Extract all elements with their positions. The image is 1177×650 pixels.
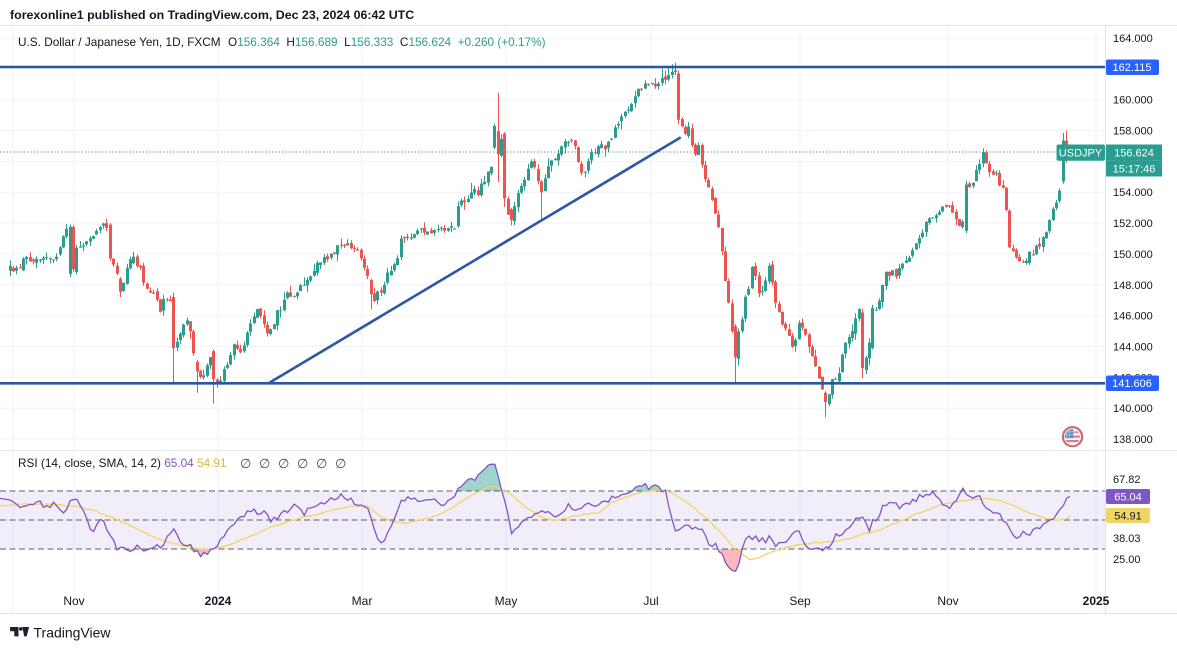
svg-text:150.000: 150.000 — [1113, 249, 1153, 261]
svg-text:158.000: 158.000 — [1113, 126, 1153, 138]
svg-text:RSI (14, close, SMA, 14, 2) 65: RSI (14, close, SMA, 14, 2) 65.04 54.91 — [18, 456, 227, 470]
svg-text:67.82: 67.82 — [1113, 474, 1141, 486]
svg-text:154.000: 154.000 — [1113, 187, 1153, 199]
svg-text:Nov: Nov — [63, 594, 84, 608]
svg-text:Nov: Nov — [937, 594, 958, 608]
svg-text:Mar: Mar — [352, 594, 373, 608]
svg-text:156.624: 156.624 — [1114, 148, 1154, 160]
svg-text:Sep: Sep — [789, 594, 811, 608]
svg-text:U.S. Dollar / Japanese Yen, 1D: U.S. Dollar / Japanese Yen, 1D, FXCM — [18, 35, 221, 49]
svg-text:2025: 2025 — [1083, 594, 1110, 608]
svg-text:148.000: 148.000 — [1113, 280, 1153, 292]
svg-text:O156.364 H156.689 L156.333: O156.364 H156.689 L156.333 C156.624 +0.2… — [228, 35, 546, 49]
svg-text:164.000: 164.000 — [1113, 33, 1153, 45]
svg-text:152.000: 152.000 — [1113, 218, 1153, 230]
svg-text:∅: ∅ — [240, 456, 251, 471]
svg-text:160.000: 160.000 — [1113, 95, 1153, 107]
svg-text:∅: ∅ — [335, 456, 346, 471]
svg-text:May: May — [495, 594, 518, 608]
svg-text:∅: ∅ — [259, 456, 270, 471]
svg-text:146.000: 146.000 — [1113, 311, 1153, 323]
svg-text:162.115: 162.115 — [1113, 62, 1152, 74]
svg-text:38.03: 38.03 — [1113, 533, 1141, 545]
svg-text:65.04: 65.04 — [1114, 492, 1142, 504]
svg-text:2024: 2024 — [205, 594, 232, 608]
svg-text:forexonline1 published on Trad: forexonline1 published on TradingView.co… — [10, 8, 414, 22]
svg-text:141.606: 141.606 — [1112, 378, 1152, 390]
svg-text:54.91: 54.91 — [1114, 511, 1142, 523]
svg-text:144.000: 144.000 — [1113, 342, 1153, 354]
svg-text:∅: ∅ — [297, 456, 308, 471]
svg-text:140.000: 140.000 — [1113, 403, 1153, 415]
svg-text:25.00: 25.00 — [1113, 554, 1141, 566]
svg-text:Jul: Jul — [643, 594, 658, 608]
svg-text:∅: ∅ — [278, 456, 289, 471]
svg-text:138.000: 138.000 — [1113, 434, 1153, 446]
svg-text:USDJPY: USDJPY — [1059, 148, 1103, 160]
svg-text:TradingView: TradingView — [34, 625, 112, 641]
svg-text:15:17:46: 15:17:46 — [1113, 164, 1156, 176]
svg-text:∅: ∅ — [316, 456, 327, 471]
